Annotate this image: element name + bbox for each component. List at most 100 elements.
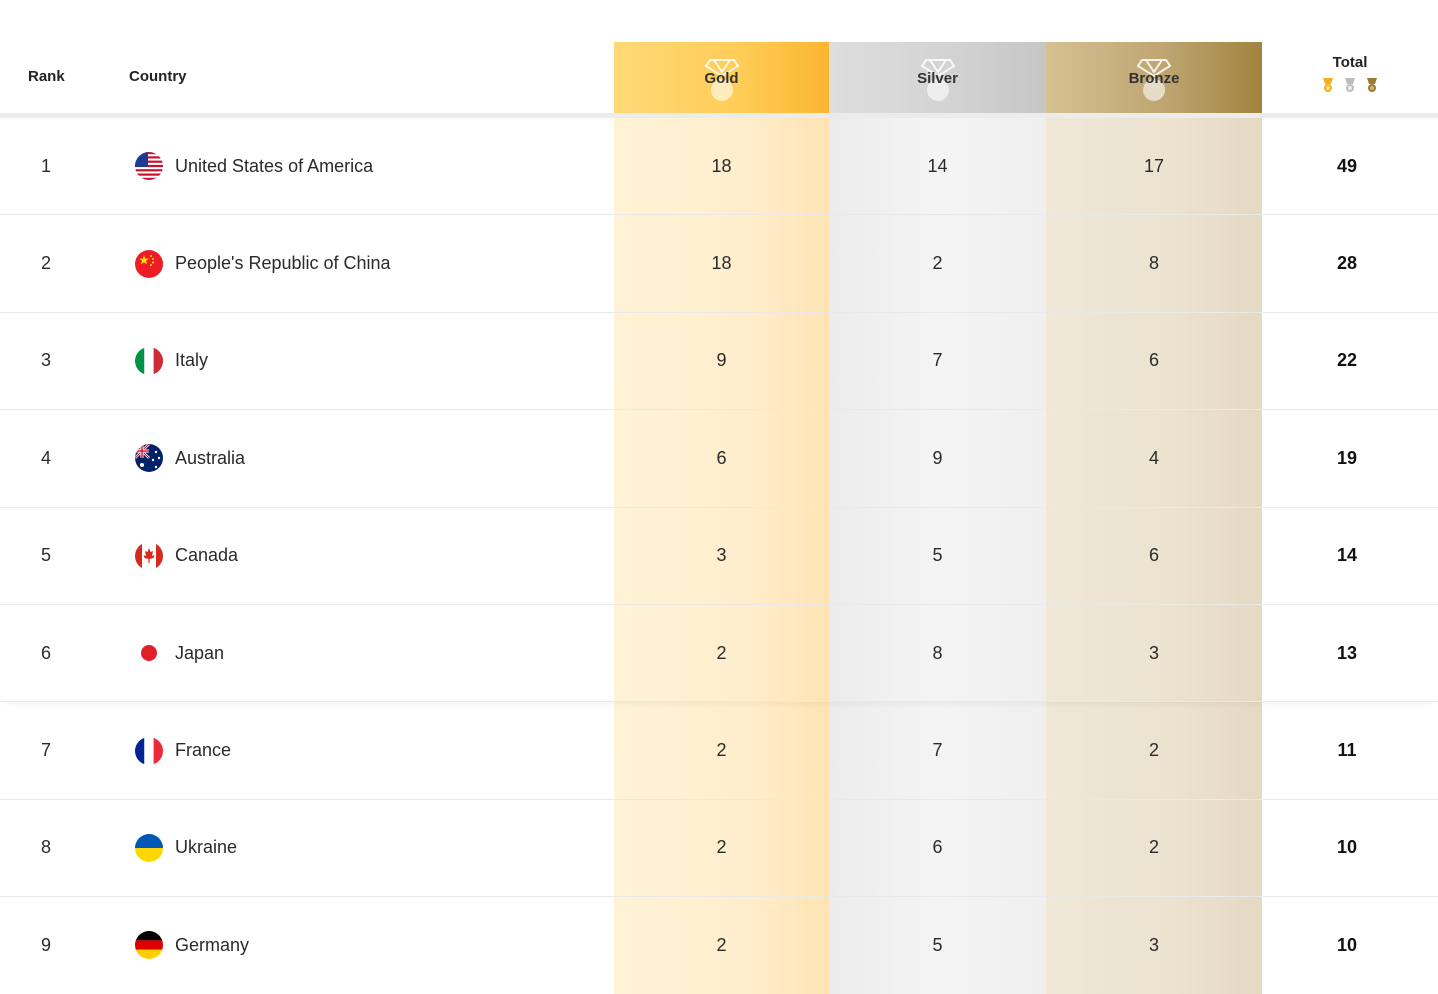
medal-table-header: Rank Country Gold Silver Bronze Total xyxy=(0,0,1438,118)
bronze-column-header[interactable]: Bronze xyxy=(1046,42,1262,113)
bronze-medal-icon xyxy=(1136,59,1172,101)
country-cell[interactable]: United States of America xyxy=(135,118,605,214)
gold-count: 2 xyxy=(716,642,727,663)
japan-flag-icon xyxy=(135,639,163,668)
italy-flag-icon xyxy=(135,346,163,375)
gold-count: 6 xyxy=(716,447,727,468)
total-count: 11 xyxy=(1337,740,1357,761)
bronze-header-label: Bronze xyxy=(1128,70,1180,87)
france-flag-icon xyxy=(135,736,163,765)
mini-gold-medal-icon xyxy=(1323,78,1333,92)
mini-silver-medal-icon xyxy=(1345,78,1355,92)
silver-column-header[interactable]: Silver xyxy=(829,42,1046,113)
country-cell[interactable]: Ukraine xyxy=(135,800,605,896)
silver-count: 9 xyxy=(932,447,943,468)
canada-flag-icon xyxy=(135,541,163,570)
rank-cell: 8 xyxy=(40,837,51,858)
rank-cell: 9 xyxy=(40,934,51,955)
silver-count: 5 xyxy=(932,934,943,955)
bronze-count: 17 xyxy=(1143,155,1165,176)
table-row[interactable]: 1 United States of America 18 14 17 49 xyxy=(0,118,1438,216)
australia-flag-icon xyxy=(135,444,163,473)
bronze-count: 2 xyxy=(1148,740,1159,761)
gold-count: 9 xyxy=(716,350,727,371)
mini-bronze-medal-icon xyxy=(1367,78,1377,92)
silver-column-background xyxy=(829,118,1046,994)
gold-count: 2 xyxy=(716,934,727,955)
country-cell[interactable]: Japan xyxy=(135,605,605,701)
country-name: Ukraine xyxy=(175,837,238,858)
bronze-count: 6 xyxy=(1148,350,1159,371)
table-row[interactable]: 8 Ukraine 2 6 2 10 xyxy=(0,800,1438,898)
bronze-column-background xyxy=(1046,118,1262,994)
country-name: Japan xyxy=(175,642,225,663)
germany-flag-icon xyxy=(135,931,163,960)
silver-count: 14 xyxy=(927,155,948,176)
bronze-count: 6 xyxy=(1148,545,1159,566)
table-row[interactable]: 9 Germany 2 5 3 10 xyxy=(0,897,1438,994)
silver-count: 7 xyxy=(932,740,943,761)
ukraine-flag-icon xyxy=(135,833,163,862)
table-row[interactable]: 7 France 2 7 2 11 xyxy=(0,702,1438,800)
header-divider xyxy=(0,113,1438,118)
total-medals-icons xyxy=(1262,77,1438,93)
gold-column-background xyxy=(614,118,829,994)
bronze-count: 2 xyxy=(1148,837,1159,858)
rank-cell: 6 xyxy=(40,642,51,663)
total-count: 13 xyxy=(1336,642,1358,663)
rank-cell: 4 xyxy=(40,447,51,468)
gold-medal-icon xyxy=(704,59,739,101)
silver-count: 2 xyxy=(932,253,943,274)
usa-flag-icon xyxy=(135,152,163,181)
total-count: 22 xyxy=(1336,350,1358,371)
medal-table-body: 1 United States of America 18 14 17 49 2 xyxy=(0,118,1438,994)
bronze-count: 3 xyxy=(1148,642,1159,663)
total-count: 10 xyxy=(1336,837,1358,858)
country-name: Canada xyxy=(175,545,239,566)
total-header-label: Total xyxy=(1332,54,1368,71)
silver-count: 6 xyxy=(932,837,943,858)
gold-count: 3 xyxy=(716,545,727,566)
total-count: 28 xyxy=(1336,253,1358,274)
rank-column-header[interactable]: Rank xyxy=(28,68,65,85)
bronze-count: 8 xyxy=(1148,253,1159,274)
country-name: People's Republic of China xyxy=(175,253,391,274)
table-row[interactable]: 3 Italy 9 7 6 22 xyxy=(0,313,1438,411)
country-cell[interactable]: Germany xyxy=(135,897,605,993)
gold-count: 18 xyxy=(711,155,732,176)
rank-cell: 7 xyxy=(40,740,51,761)
country-name: United States of America xyxy=(175,155,374,176)
total-column-header[interactable]: Total xyxy=(1262,54,1438,93)
china-flag-icon xyxy=(135,249,163,278)
bronze-count: 4 xyxy=(1148,447,1159,468)
silver-medal-icon xyxy=(920,59,955,101)
total-count: 19 xyxy=(1336,447,1358,468)
table-row[interactable]: 6 Japan 2 8 3 13 xyxy=(0,605,1438,703)
rank-cell: 5 xyxy=(40,545,51,566)
country-cell[interactable]: Italy xyxy=(135,313,605,409)
rank-cell: 1 xyxy=(40,155,51,176)
silver-count: 7 xyxy=(932,350,943,371)
silver-header-label: Silver xyxy=(917,70,958,87)
country-name: Germany xyxy=(175,934,250,955)
bronze-count: 3 xyxy=(1148,934,1159,955)
table-row[interactable]: 2 People's Republic of China 18 2 8 28 xyxy=(0,215,1438,313)
total-count: 49 xyxy=(1336,155,1358,176)
gold-count: 2 xyxy=(716,837,727,858)
gold-column-header[interactable]: Gold xyxy=(614,42,829,113)
country-column-header[interactable]: Country xyxy=(129,68,187,85)
country-name: Italy xyxy=(175,350,209,371)
country-name: Australia xyxy=(175,447,246,468)
rank-cell: 2 xyxy=(40,253,51,274)
rank-cell: 3 xyxy=(40,350,51,371)
country-cell[interactable]: People's Republic of China xyxy=(135,215,605,311)
country-cell[interactable]: Canada xyxy=(135,508,605,604)
country-name: France xyxy=(175,740,232,761)
table-row[interactable]: 4 Australia 6 9 4 19 xyxy=(0,410,1438,508)
country-cell[interactable]: Australia xyxy=(135,410,605,506)
table-row[interactable]: 5 Canada 3 5 6 14 xyxy=(0,508,1438,605)
country-cell[interactable]: France xyxy=(135,702,605,798)
total-count: 10 xyxy=(1336,934,1358,955)
gold-count: 2 xyxy=(716,740,727,761)
gold-count: 18 xyxy=(711,253,732,274)
